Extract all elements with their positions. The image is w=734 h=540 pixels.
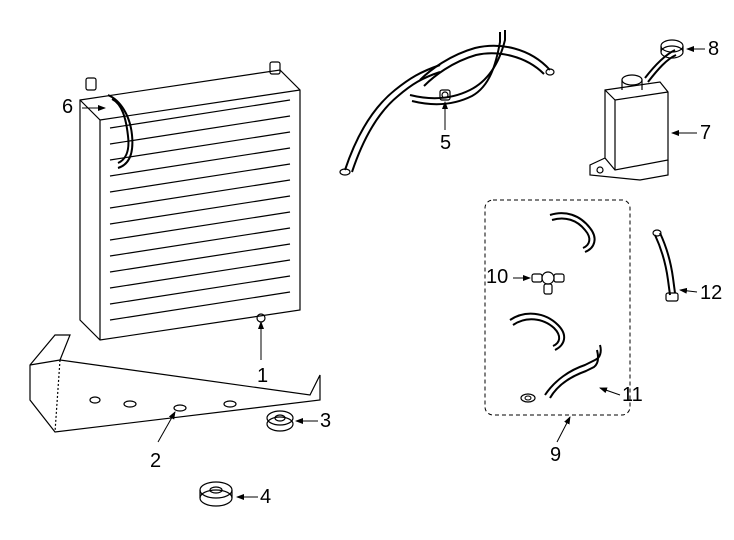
callout-7: 7	[700, 122, 711, 145]
callout-arrows	[82, 49, 705, 497]
callout-4: 4	[260, 486, 271, 509]
callout-10: 10	[486, 266, 508, 289]
callout-5: 5	[440, 132, 451, 155]
callout-8: 8	[708, 38, 719, 61]
connector-hose	[653, 230, 678, 301]
callout-11: 11	[622, 384, 643, 407]
lower-hose	[545, 345, 601, 398]
callout-3: 3	[320, 410, 331, 433]
callout-1: 1	[257, 365, 268, 388]
parts-diagram	[0, 0, 734, 540]
hose-kit	[485, 200, 630, 415]
valve	[532, 272, 564, 294]
callout-6: 6	[62, 96, 73, 119]
reservoir-cap	[661, 40, 683, 58]
insulator-lower	[200, 482, 232, 506]
radiator	[80, 62, 300, 340]
reservoir	[590, 50, 676, 180]
insulator-upper	[267, 411, 293, 431]
callout-2: 2	[150, 450, 161, 473]
callout-12: 12	[700, 282, 722, 305]
callout-9: 9	[550, 444, 561, 467]
